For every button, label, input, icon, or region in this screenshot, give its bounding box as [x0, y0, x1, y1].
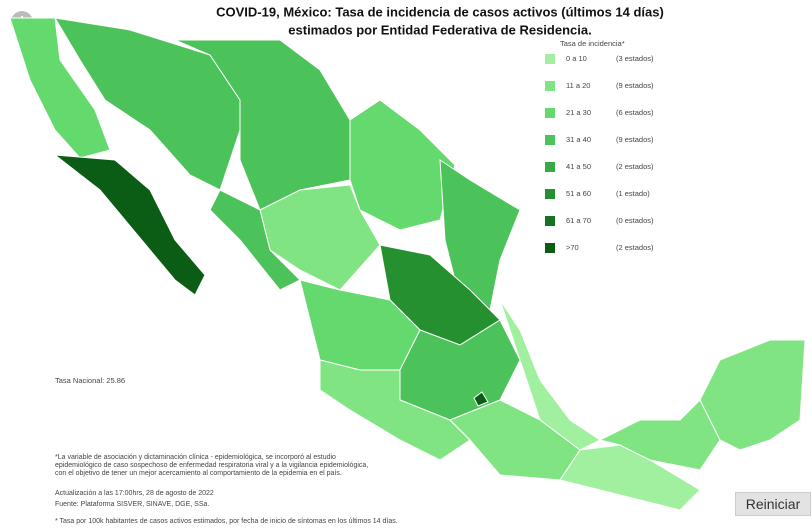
legend-count: (0 estados)	[616, 216, 654, 225]
legend-count: (9 estados)	[616, 81, 654, 90]
map	[9, 17, 806, 511]
notes: *La variable de asociación y dictaminaci…	[55, 454, 398, 525]
state[interactable]	[699, 339, 806, 451]
note: Fuente: Plataforma SISVER, SINAVE, DGE, …	[55, 501, 209, 508]
title: estimados por Entidad Federativa de Resi…	[288, 22, 591, 37]
legend-swatch	[545, 216, 555, 226]
legend-range: 31 a 40	[566, 135, 591, 144]
state[interactable]	[9, 17, 111, 159]
title: COVID-19, México: Tasa de incidencia de …	[216, 4, 664, 19]
legend-swatch	[545, 54, 555, 64]
note: *La variable de asociación y dictaminaci…	[55, 454, 336, 461]
legend-count: (9 estados)	[616, 135, 654, 144]
state[interactable]	[53, 154, 206, 296]
state[interactable]	[209, 189, 301, 291]
legend-swatch	[545, 243, 555, 253]
legend-range: >70	[566, 243, 579, 252]
legend-title: Tasa de incidencia*	[560, 39, 625, 48]
legend-range: 41 a 50	[566, 162, 591, 171]
legend-count: (1 estado)	[616, 189, 650, 198]
legend-swatch	[545, 135, 555, 145]
legend-swatch	[545, 162, 555, 172]
note: con el objetivo de tener un mejor acerca…	[55, 470, 342, 477]
legend-swatch	[545, 81, 555, 91]
legend-swatch	[545, 189, 555, 199]
legend-range: 0 a 10	[566, 54, 587, 63]
legend-range: 11 a 20	[566, 81, 590, 90]
legend-range: 61 a 70	[566, 216, 591, 225]
legend-range: 21 a 30	[566, 108, 591, 117]
legend: 0 a 10 (3 estados) 11 a 20 (9 estados) 21 a …	[545, 54, 654, 253]
note: epidemiológico de caso sospechoso de enf…	[55, 462, 368, 469]
legend-count: (2 estados)	[616, 243, 654, 252]
legend-swatch	[545, 108, 555, 118]
legend-count: (2 estados)	[616, 162, 654, 171]
legend-range: 51 a 60	[566, 189, 591, 198]
state[interactable]	[439, 159, 521, 311]
national-rate: Tasa Nacional: 25.86	[55, 376, 125, 385]
reset-button[interactable]: Reiniciar	[735, 492, 811, 516]
state[interactable]	[559, 444, 701, 511]
state[interactable]	[349, 99, 456, 231]
legend-count: (3 estados)	[616, 54, 654, 63]
note: * Tasa por 100k habitantes de casos acti…	[55, 518, 398, 525]
legend-count: (6 estados)	[616, 108, 654, 117]
note: Actualización a las 17:00hrs, 28 de agos…	[55, 490, 214, 497]
state[interactable]	[473, 391, 489, 407]
